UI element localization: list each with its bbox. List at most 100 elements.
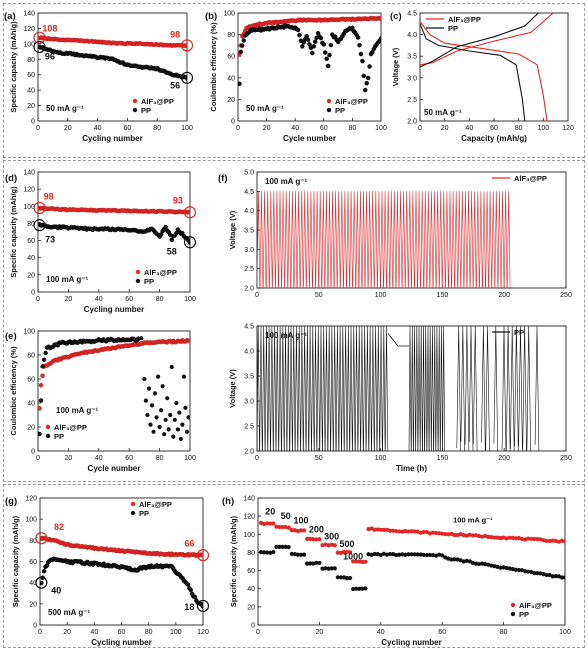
data-point	[354, 586, 359, 591]
data-point	[327, 52, 332, 58]
data-point	[40, 580, 44, 586]
data-point	[289, 551, 294, 557]
data-point	[357, 43, 362, 48]
data-point	[139, 336, 144, 341]
data-point	[562, 539, 565, 544]
data-point	[169, 237, 175, 243]
data-point	[397, 552, 402, 557]
panel-label: (h)	[222, 496, 234, 507]
x-tick-label: 0	[36, 455, 40, 462]
data-point	[326, 543, 331, 548]
series-PP	[238, 23, 381, 93]
legend-label: AlF₃@PP	[448, 15, 481, 24]
series-AlF₃@PP discharge	[420, 21, 548, 121]
y-axis-title: Coulombic efficiency (%)	[9, 346, 18, 436]
axes-frame	[37, 171, 191, 293]
x-tick-label: 100	[181, 125, 193, 132]
x-tick-label: 20	[65, 455, 73, 462]
data-point	[271, 521, 276, 526]
series-PP	[257, 326, 540, 451]
plot-area	[38, 205, 190, 246]
data-point	[559, 575, 565, 580]
annotation-label: 20	[265, 506, 275, 516]
plot-area	[38, 35, 187, 81]
data-point	[154, 415, 159, 420]
series-line	[420, 23, 526, 121]
data-point	[172, 417, 177, 422]
data-point	[311, 537, 316, 542]
section-bottom	[3, 484, 585, 648]
y-tick-label: 0	[231, 119, 235, 126]
data-point	[317, 537, 322, 542]
x-tick-label: 40	[95, 296, 103, 303]
data-point	[409, 552, 414, 557]
x-tick-label: 0	[38, 629, 42, 636]
x-tick-label: 0	[36, 296, 40, 303]
axes-frame	[419, 12, 569, 122]
legend-label: AlF₃@PP	[54, 423, 87, 432]
legend-label: PP	[448, 24, 458, 33]
y-tick-label: 3.5	[407, 54, 417, 61]
x-axis-title: Cycling number	[381, 638, 441, 647]
y-tick-label: 3.0	[244, 399, 254, 406]
series-AlF₃@PP	[38, 205, 190, 215]
panel-c: 0 20 40 60 80 100 120 2.0 2.5 3.0 3.5 4.0 4.5 Capacit…	[390, 11, 574, 144]
series-PP	[420, 13, 539, 68]
data-point	[200, 552, 203, 558]
y-tick-label: 0	[31, 119, 35, 126]
data-point	[424, 552, 429, 558]
series-AlF₃@PP	[420, 13, 554, 66]
data-point	[157, 424, 162, 430]
data-point	[238, 49, 244, 55]
y-tick-label: 3.0	[407, 75, 417, 82]
data-point	[297, 32, 302, 38]
data-point	[378, 36, 381, 41]
series-AlF₃@PP	[258, 520, 565, 565]
x-tick-label: 50	[315, 292, 323, 299]
panel-d: 0 20 40 60 80 100 0 20 40 60 80 100 120 140 Cycling nu…	[5, 170, 197, 314]
annotation-label: 100 mA g⁻¹	[453, 515, 493, 524]
data-point	[335, 575, 340, 580]
highlight-circle	[35, 532, 48, 545]
data-point	[159, 408, 164, 413]
data-point	[329, 542, 334, 547]
x-tick-label: 20	[65, 296, 73, 303]
y-axis-title: Voltage (V)	[228, 369, 237, 408]
data-point	[363, 586, 368, 591]
y-axis-title: Specific capacity (mAh/g)	[9, 186, 18, 278]
series-AlF₃@PP	[238, 15, 381, 57]
y-tick-label: 2.5	[244, 424, 254, 431]
data-point	[174, 400, 179, 406]
legend: PP	[492, 328, 524, 337]
data-point	[314, 537, 319, 542]
data-point	[348, 550, 353, 555]
y-tick-label: 4.0	[407, 32, 417, 39]
x-tick-label: 200	[498, 455, 510, 462]
data-point	[241, 38, 246, 43]
highlight-circle	[33, 201, 46, 215]
plot-area	[40, 535, 203, 609]
x-tick-label: 100	[537, 125, 549, 132]
y-tick-label: 60	[227, 54, 235, 61]
legend-label: AlF₃@PP	[139, 500, 172, 509]
data-point	[312, 39, 318, 44]
x-tick-label: 60	[124, 125, 132, 132]
data-point	[504, 565, 509, 571]
data-point	[329, 566, 334, 571]
y-tick-label: 3.0	[244, 247, 254, 254]
data-point	[446, 532, 451, 537]
legend-swatch	[130, 510, 136, 516]
series-PP	[258, 544, 565, 592]
annotation-label: 1000	[343, 552, 363, 562]
data-point	[403, 529, 408, 534]
data-point	[310, 50, 315, 56]
plot-area	[38, 336, 190, 442]
series-PP	[38, 44, 187, 81]
section-middle	[3, 160, 585, 482]
legend-label: PP	[141, 106, 151, 115]
data-point	[38, 406, 42, 411]
x-tick-label: 0	[418, 125, 422, 132]
axes-frame	[257, 497, 566, 626]
